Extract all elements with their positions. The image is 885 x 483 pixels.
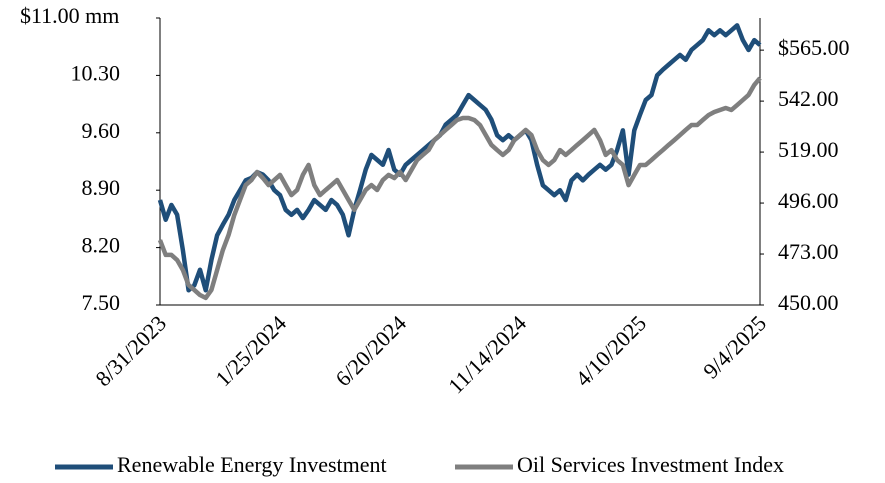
y2-tick-label: 450.00: [778, 290, 839, 315]
y-tick-label: $11.00 mm: [20, 3, 119, 28]
series-line: [157, 23, 762, 293]
legend-label: Oil Services Investment Index: [517, 452, 784, 477]
x-tick-label: 11/14/2024: [443, 310, 531, 398]
y-tick-label: 10.30: [71, 60, 121, 85]
y2-tick-label: $565.00: [778, 35, 850, 60]
x-tick-label: 4/10/2025: [570, 310, 651, 391]
x-tick-label: 1/25/2024: [210, 310, 291, 391]
x-tick-label: 6/20/2024: [330, 310, 411, 391]
legend-label: Renewable Energy Investment: [117, 452, 387, 477]
y-tick-label: 8.90: [82, 175, 121, 200]
y-tick-label: 7.50: [82, 290, 121, 315]
y2-tick-label: 496.00: [778, 188, 839, 213]
series-line: [157, 76, 762, 301]
y-tick-label: 9.60: [82, 118, 121, 143]
y2-tick-label: 473.00: [778, 239, 839, 264]
y2-tick-label: 519.00: [778, 137, 839, 162]
y2-tick-label: 542.00: [778, 86, 839, 111]
y-tick-label: 8.20: [82, 233, 121, 258]
x-tick-label: 9/4/2025: [698, 310, 771, 383]
x-tick-label: 8/31/2023: [90, 310, 171, 391]
